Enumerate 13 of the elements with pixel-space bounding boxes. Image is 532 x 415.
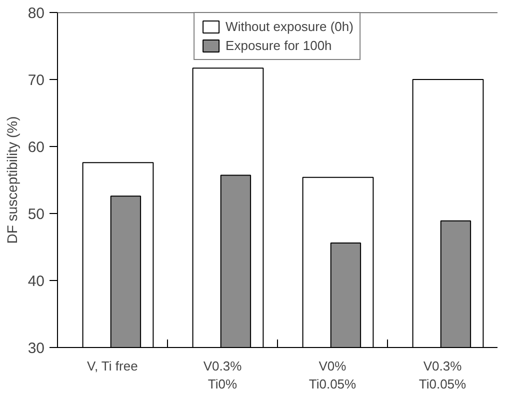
y-tick-label: 30 [28, 340, 45, 357]
x-tick-label: V, Ti free [86, 358, 138, 374]
y-tick-label: 70 [28, 72, 45, 89]
legend-label: Without exposure (0h) [226, 19, 354, 34]
y-axis-title: DF susceptibility (%) [4, 116, 20, 244]
x-tick-label: V0.3% Ti0% [203, 358, 242, 392]
y-tick-label: 60 [28, 139, 45, 156]
y-tick-label: 50 [28, 206, 45, 223]
y-tick-label: 80 [28, 5, 45, 22]
legend-label: Exposure for 100h [226, 38, 332, 53]
x-tick-label: V0% Ti0.05% [308, 358, 357, 392]
y-tick-label: 40 [28, 273, 45, 290]
x-tick-label: V0.3% Ti0.05% [418, 358, 467, 392]
